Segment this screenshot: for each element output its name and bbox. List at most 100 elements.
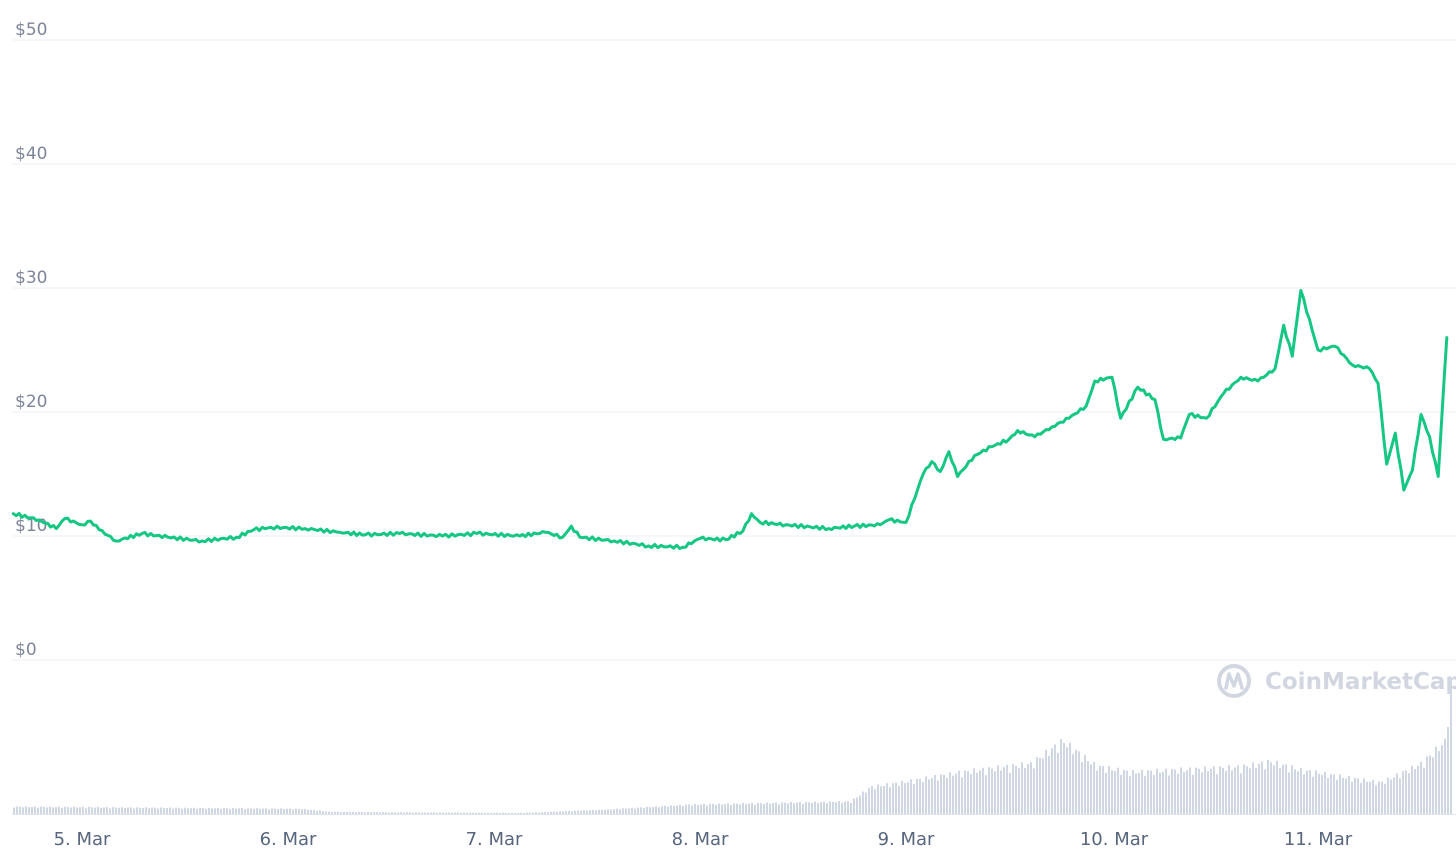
volume-bar bbox=[1018, 768, 1020, 814]
volume-bar bbox=[1084, 754, 1086, 814]
volume-bar bbox=[142, 807, 144, 814]
volume-bar bbox=[1006, 764, 1008, 814]
volume-bar bbox=[1123, 770, 1125, 814]
volume-bar bbox=[427, 812, 429, 814]
volume-bar bbox=[1168, 775, 1170, 814]
volume-bar bbox=[109, 808, 111, 814]
volume-bar bbox=[1402, 771, 1404, 814]
volume-bar bbox=[754, 804, 756, 814]
volume-bar bbox=[484, 812, 486, 814]
volume-bar bbox=[424, 812, 426, 814]
volume-bar bbox=[262, 808, 264, 814]
volume-bar bbox=[1303, 774, 1305, 814]
volume-bar bbox=[370, 812, 372, 814]
volume-bar bbox=[1360, 782, 1362, 814]
volume-bar bbox=[751, 802, 753, 814]
volume-bar bbox=[1375, 785, 1377, 814]
volume-bar bbox=[976, 772, 978, 814]
volume-bar bbox=[328, 811, 330, 814]
volume-bar bbox=[1324, 771, 1326, 814]
volume-bar bbox=[1114, 770, 1116, 814]
volume-bar bbox=[64, 806, 66, 814]
volume-bar bbox=[1156, 768, 1158, 814]
volume-bar bbox=[688, 804, 690, 814]
volume-bar bbox=[532, 812, 534, 814]
volume-bar bbox=[1180, 767, 1182, 814]
volume-bar bbox=[1015, 765, 1017, 814]
volume-bar bbox=[1093, 761, 1095, 814]
volume-bar bbox=[238, 808, 240, 814]
volume-bar bbox=[763, 803, 765, 814]
volume-bar bbox=[631, 807, 633, 814]
volume-bar bbox=[277, 809, 279, 814]
volume-bar bbox=[1378, 781, 1380, 814]
volume-bar bbox=[796, 802, 798, 814]
volume-bar bbox=[127, 807, 129, 814]
volume-bar bbox=[892, 783, 894, 814]
volume-bar bbox=[187, 808, 189, 814]
volume-bar bbox=[148, 808, 150, 814]
y-tick-label: $40 bbox=[15, 144, 47, 164]
volume-bar bbox=[640, 807, 642, 814]
volume-bar bbox=[943, 774, 945, 814]
volume-bar bbox=[376, 812, 378, 814]
volume-bar bbox=[1408, 773, 1410, 814]
volume-bar bbox=[634, 808, 636, 814]
volume-bar bbox=[514, 812, 516, 814]
volume-bar bbox=[727, 803, 729, 814]
volume-bar bbox=[523, 812, 525, 814]
volume-bar bbox=[1363, 778, 1365, 814]
volume-bar bbox=[1174, 769, 1176, 814]
volume-bar bbox=[592, 810, 594, 814]
volume-bar bbox=[931, 778, 933, 814]
coinmarketcap-logo-icon bbox=[1217, 664, 1251, 698]
volume-bar bbox=[454, 812, 456, 814]
x-tick-label: 6. Mar bbox=[260, 829, 317, 850]
volume-bar bbox=[1102, 766, 1104, 814]
volume-bar bbox=[928, 779, 930, 814]
volume-bar bbox=[604, 809, 606, 814]
volume-bar bbox=[193, 807, 195, 814]
volume-bar bbox=[817, 803, 819, 814]
volume-bar bbox=[403, 812, 405, 814]
volume-bar bbox=[1405, 770, 1407, 814]
volume-bar bbox=[724, 804, 726, 814]
volume-bar bbox=[106, 807, 108, 814]
volume-bar bbox=[850, 802, 852, 814]
volume-bar bbox=[1003, 767, 1005, 814]
volume-bar bbox=[559, 811, 561, 814]
volume-bar bbox=[1063, 742, 1065, 814]
volume-bar bbox=[469, 812, 471, 814]
volume-bar bbox=[175, 807, 177, 814]
volume-bar bbox=[337, 811, 339, 814]
volume-bar bbox=[742, 803, 744, 814]
volume-bar bbox=[1069, 742, 1071, 814]
volume-bar bbox=[829, 801, 831, 814]
volume-bar bbox=[880, 786, 882, 814]
volume-bar bbox=[916, 778, 918, 814]
volume-bar bbox=[409, 812, 411, 814]
volume-bar bbox=[553, 811, 555, 814]
volume-bar bbox=[1144, 776, 1146, 814]
volume-bar bbox=[298, 808, 300, 814]
volume-bar bbox=[898, 785, 900, 814]
volume-bar bbox=[544, 811, 546, 814]
volume-bar bbox=[922, 782, 924, 814]
volume-bar bbox=[937, 780, 939, 814]
volume-bar bbox=[1348, 775, 1350, 814]
volume-bar bbox=[334, 811, 336, 814]
volume-bar bbox=[1294, 769, 1296, 814]
volume-bar bbox=[925, 776, 927, 814]
volume-bar bbox=[994, 771, 996, 814]
volume-bar bbox=[940, 774, 942, 814]
volume-bar bbox=[367, 812, 369, 814]
volume-bar bbox=[445, 812, 447, 814]
volume-bar bbox=[322, 811, 324, 814]
volume-bar bbox=[499, 812, 501, 814]
volume-bar bbox=[289, 808, 291, 814]
volume-bar bbox=[1312, 776, 1314, 814]
volume-bar bbox=[1258, 763, 1260, 814]
volume-bar bbox=[1450, 679, 1452, 814]
volume-bar bbox=[778, 804, 780, 814]
volume-bar bbox=[1249, 768, 1251, 814]
